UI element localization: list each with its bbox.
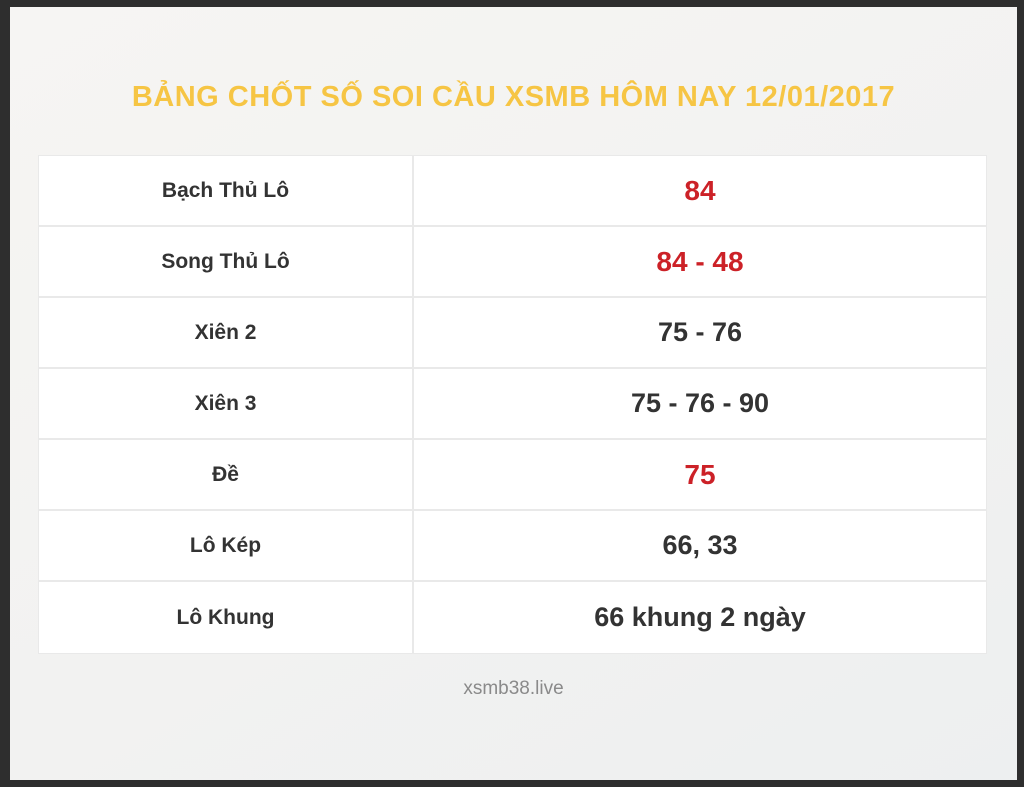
site-name: xsmb38.live [463,678,564,699]
table-row: Bạch Thủ Lô 84 [39,156,986,227]
page-title: BẢNG CHỐT SỐ SOI CẦU XSMB HÔM NAY 12/01/… [131,81,896,113]
row-label: Lô Khung [39,582,414,653]
table-row: Đề 75 [39,440,986,511]
row-value: 84 [684,174,716,206]
row-value: 66 khung 2 ngày [594,602,806,632]
row-label: Lô Kép [39,511,414,580]
row-value: 75 [684,458,716,490]
table-row: Song Thủ Lô 84 - 48 [39,227,986,298]
row-value: 66, 33 [662,530,738,560]
row-label: Xiên 3 [39,369,414,438]
row-label: Song Thủ Lô [39,227,414,296]
row-label: Xiên 2 [39,298,414,367]
table-row: Lô Khung 66 khung 2 ngày [39,582,986,653]
row-value: 75 - 76 - 90 [630,388,770,418]
prediction-table: Bạch Thủ Lô 84 Song Thủ Lô 84 - 48 Xiên … [38,155,987,654]
table-row: Lô Kép 66, 33 [39,511,986,582]
row-value: 84 - 48 [656,245,744,277]
row-label: Bạch Thủ Lô [39,156,414,225]
table-row: Xiên 2 75 - 76 [39,298,986,369]
row-value: 75 - 76 [657,317,743,347]
table-row: Xiên 3 75 - 76 - 90 [39,369,986,440]
row-label: Đề [39,440,414,509]
